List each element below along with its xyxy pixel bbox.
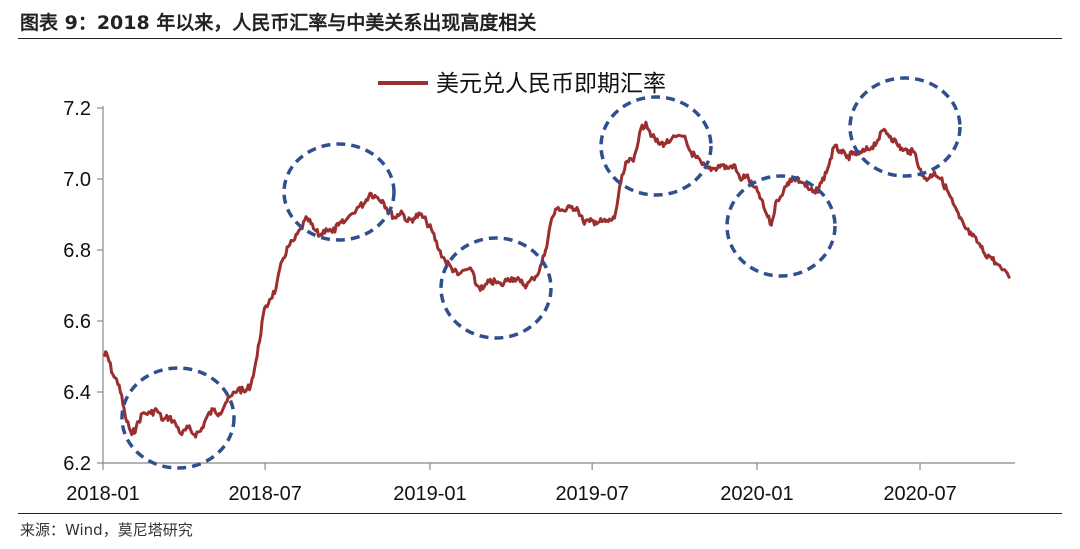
- x-tick-label: 2018-07: [228, 483, 301, 505]
- y-tick-label: 6.4: [63, 382, 91, 404]
- top-rule: [18, 38, 1062, 39]
- bottom-rule: [18, 513, 1062, 514]
- highlight-circle: [439, 236, 553, 340]
- y-tick-label: 7.0: [63, 169, 91, 191]
- series-line-usd-cny: [102, 120, 1011, 439]
- figure-title: 图表 9：2018 年以来，人民币汇率与中美关系出现高度相关: [20, 12, 537, 34]
- highlight-circles: [120, 76, 962, 470]
- highlight-circle: [282, 142, 396, 242]
- source-note: 来源：Wind，莫尼塔研究: [20, 521, 193, 539]
- highlight-circle: [725, 174, 837, 278]
- chart-axes: 6.2 6.4 6.6 6.8 7.0 7.2 2018-01 2018-07 2019-01 2…: [63, 98, 1015, 505]
- x-tick-label: 2020-07: [883, 483, 956, 505]
- x-tick-label: 2018-01: [66, 483, 139, 505]
- x-tick-label: 2019-01: [393, 483, 466, 505]
- legend-label: 美元兑人民币即期汇率: [436, 71, 666, 97]
- chart-legend: 美元兑人民币即期汇率: [378, 71, 666, 97]
- x-tick-label: 2020-01: [720, 483, 793, 505]
- highlight-circle: [599, 95, 713, 197]
- y-tick-label: 6.2: [63, 453, 91, 475]
- y-tick-label: 6.6: [63, 311, 91, 333]
- x-tick-label: 2019-07: [555, 483, 628, 505]
- highlight-circle: [120, 366, 236, 470]
- highlight-circle: [848, 76, 962, 178]
- y-tick-label: 7.2: [63, 98, 91, 120]
- chart-series: [102, 120, 1011, 439]
- y-tick-label: 6.8: [63, 240, 91, 262]
